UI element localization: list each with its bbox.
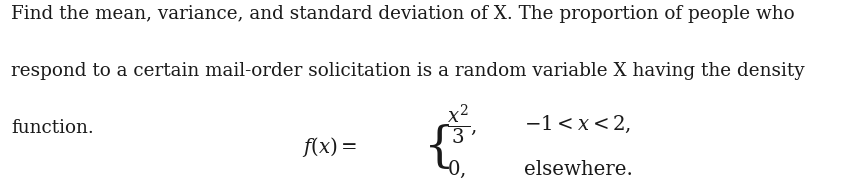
Text: $0,$: $0,$: [447, 158, 466, 178]
Text: $\{$: $\{$: [423, 122, 451, 171]
Text: function.: function.: [11, 119, 94, 137]
Text: $-1 < x < 2,$: $-1 < x < 2,$: [524, 114, 631, 135]
Text: $\dfrac{x^2}{3},$: $\dfrac{x^2}{3},$: [447, 102, 477, 147]
Text: $f(x) =$: $f(x) =$: [302, 135, 358, 159]
Text: Find the mean, variance, and standard deviation of X. The proportion of people w: Find the mean, variance, and standard de…: [11, 5, 795, 23]
Text: elsewhere.: elsewhere.: [524, 160, 633, 178]
Text: respond to a certain mail-order solicitation is a random variable X having the d: respond to a certain mail-order solicita…: [11, 62, 804, 80]
